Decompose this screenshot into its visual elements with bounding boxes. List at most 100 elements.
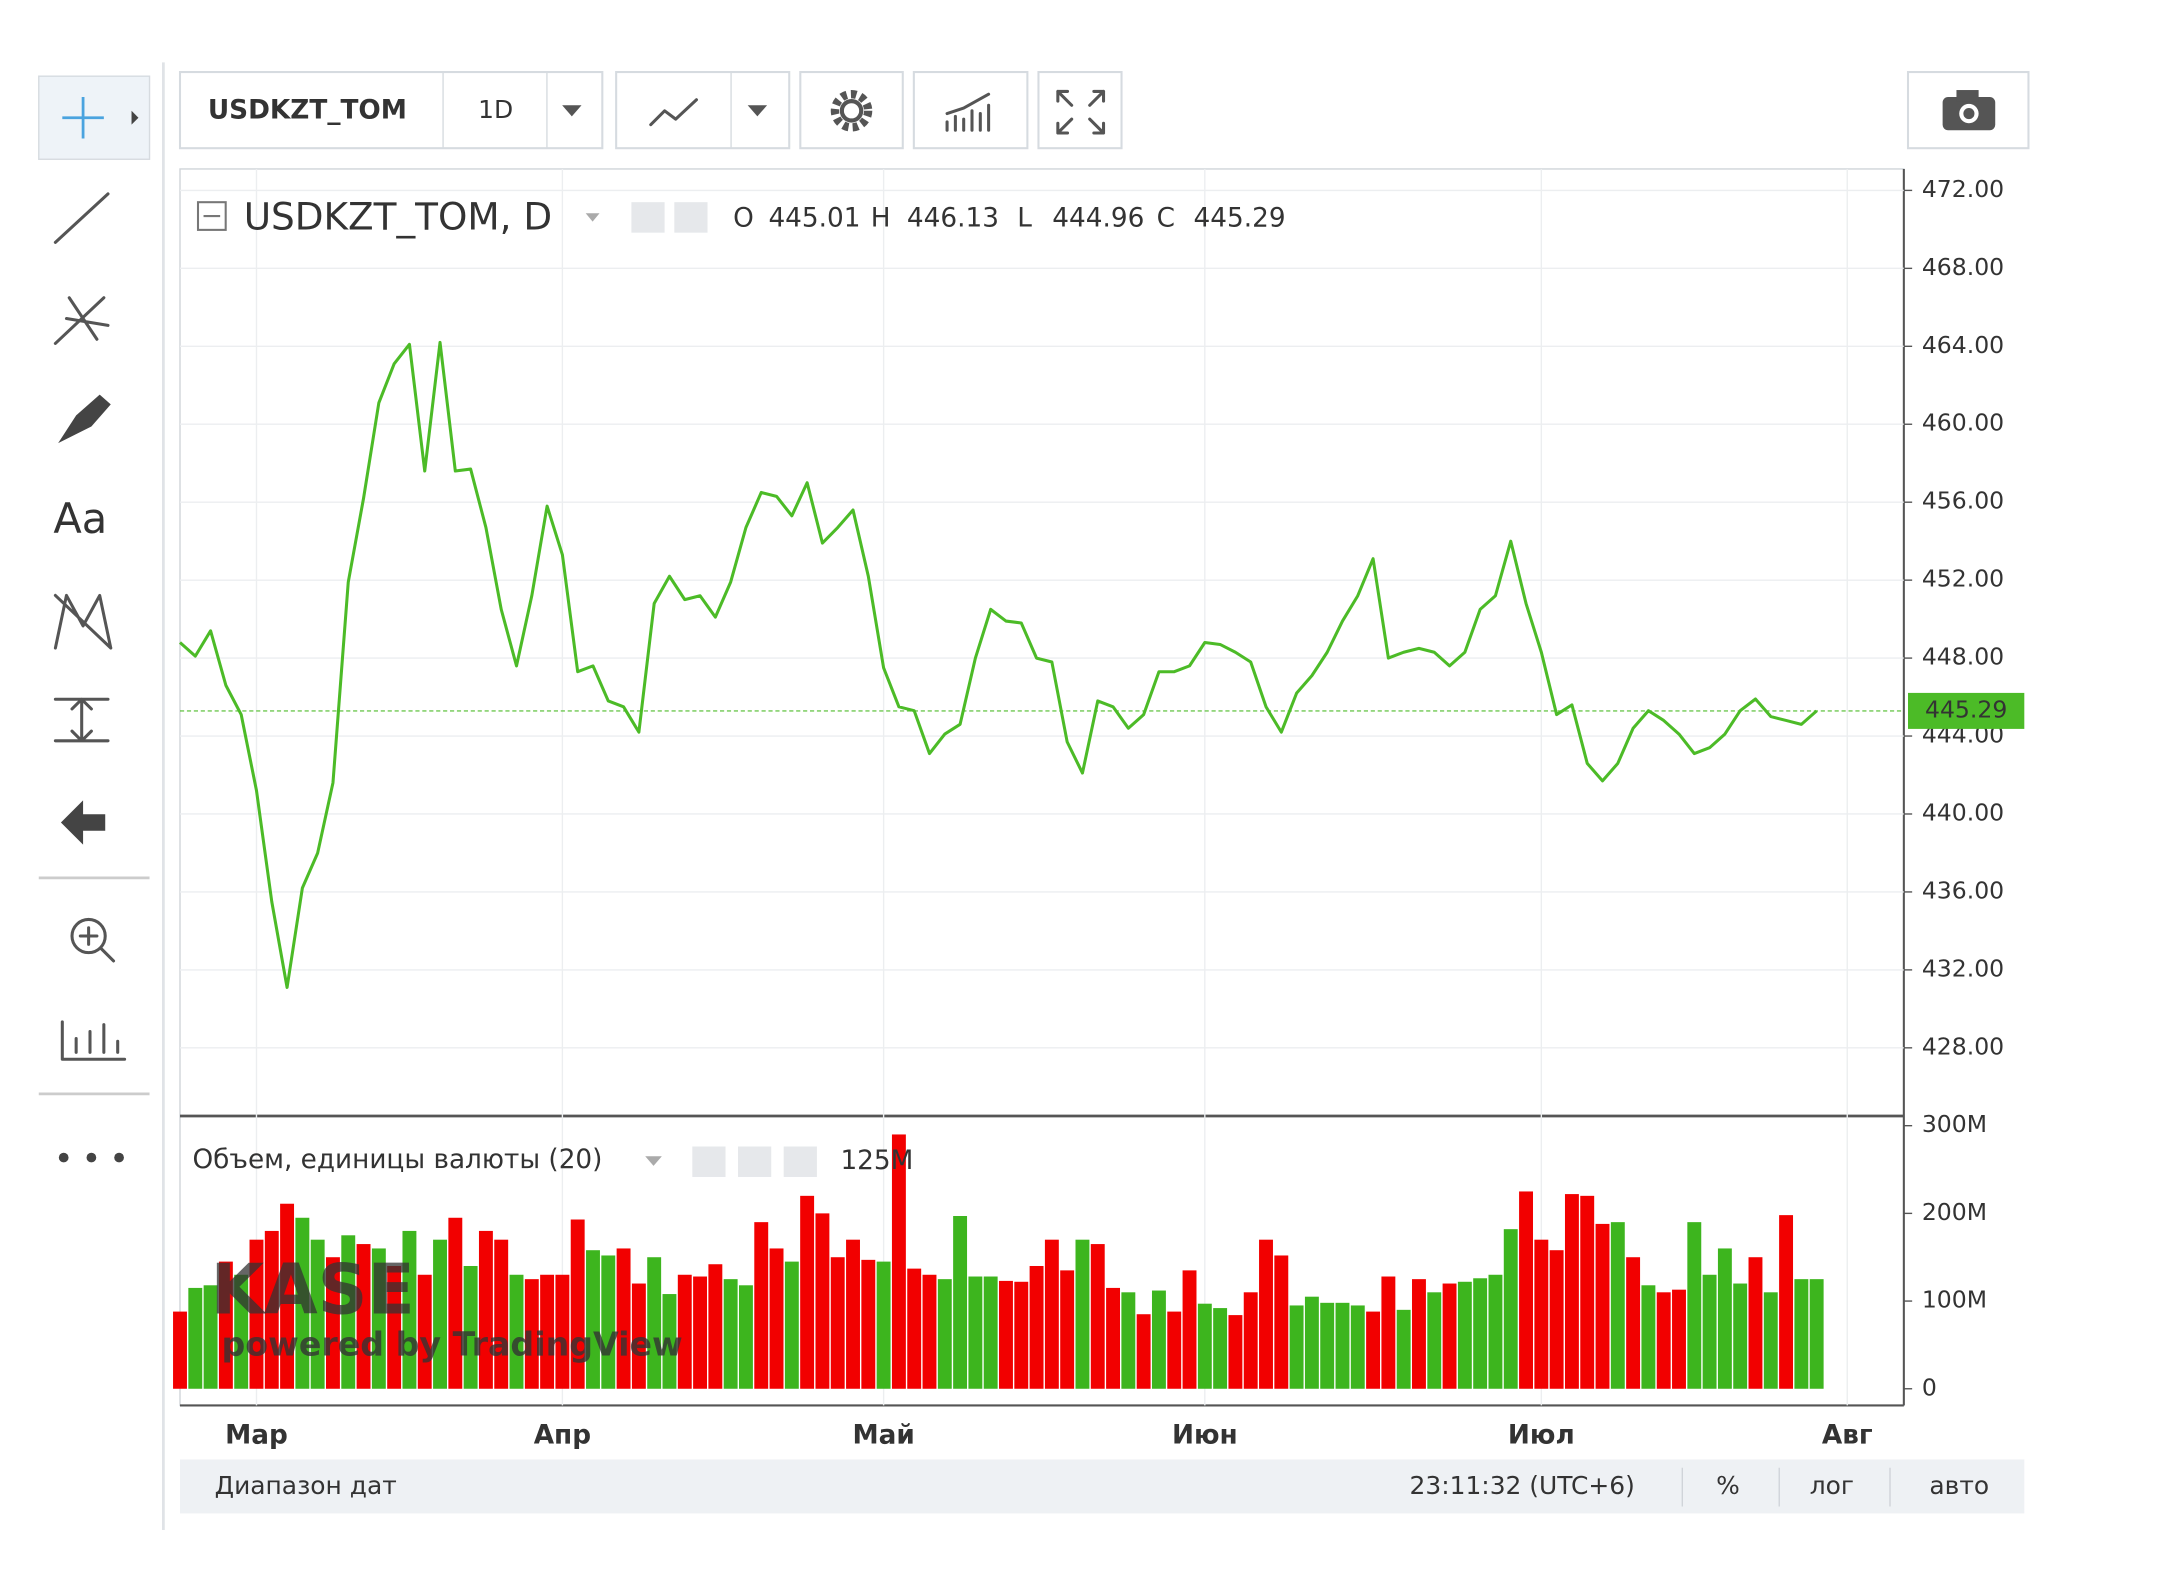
volume-bar — [1763, 1292, 1778, 1389]
volume-bar — [280, 1203, 295, 1389]
y-tick-label: 436.00 — [1922, 876, 2004, 904]
volume-bar — [647, 1257, 662, 1389]
volume-bar — [1350, 1305, 1365, 1389]
volume-bar — [631, 1283, 646, 1389]
symbol-button[interactable]: USDKZT_TOM — [208, 95, 407, 125]
interval-dropdown[interactable] — [562, 105, 582, 117]
settings-button[interactable] — [799, 71, 904, 150]
watermark-logo: KASE — [210, 1251, 414, 1331]
expand-arrow — [131, 110, 139, 125]
pitchfork-tool[interactable] — [53, 296, 110, 345]
settings-icon — [830, 90, 873, 132]
volume-bar — [1809, 1279, 1824, 1389]
ohlc-value: 445.01 — [768, 203, 860, 233]
volume-bar — [555, 1274, 570, 1389]
more-tools[interactable] — [58, 1152, 124, 1163]
pattern-tool[interactable] — [53, 593, 113, 650]
volume-bar — [1427, 1292, 1442, 1389]
volume-bar — [830, 1257, 845, 1389]
volume-bar — [1014, 1281, 1029, 1389]
volume-bar — [1060, 1270, 1075, 1389]
hide-button[interactable] — [692, 1146, 726, 1177]
ohlc-value: 446.13 — [907, 203, 999, 233]
price-line — [178, 340, 1818, 989]
volume-bar — [693, 1276, 708, 1389]
collapse-button[interactable] — [196, 201, 227, 231]
volume-bar — [509, 1274, 524, 1389]
y-tick-label: 200M — [1922, 1198, 1987, 1226]
volume-bar — [1503, 1229, 1518, 1389]
volume-bar — [1442, 1283, 1457, 1389]
volume-bar — [1687, 1222, 1702, 1389]
volume-bar — [708, 1264, 723, 1389]
volume-bar — [1304, 1296, 1319, 1389]
volume-bar — [1090, 1244, 1105, 1389]
volume-bar — [1029, 1265, 1044, 1389]
volume-bar — [448, 1217, 463, 1389]
volume-bar — [463, 1265, 478, 1389]
volume-bar — [1564, 1194, 1579, 1389]
volume-bar — [1366, 1311, 1381, 1389]
settings-mini-button[interactable] — [738, 1146, 772, 1177]
y-tick-label: 428.00 — [1922, 1032, 2004, 1060]
volume-bar — [1549, 1250, 1564, 1389]
volume-bar — [295, 1217, 310, 1389]
interval-button[interactable]: 1D — [478, 95, 513, 124]
indicators-icon — [945, 92, 991, 132]
volume-bar — [1381, 1276, 1396, 1389]
volume-bar — [188, 1287, 203, 1389]
series-dropdown[interactable] — [585, 213, 600, 222]
zoom-tool[interactable] — [70, 917, 116, 963]
chart-style-button[interactable] — [615, 71, 791, 150]
volume-bar — [1259, 1239, 1273, 1389]
volume-bar — [1748, 1257, 1763, 1389]
indicators-button[interactable] — [912, 71, 1029, 150]
y-tick-label: 100M — [1922, 1286, 1987, 1314]
volume-bar — [601, 1255, 616, 1389]
y-tick-label: 456.00 — [1922, 487, 2004, 515]
volume-bar — [616, 1248, 631, 1389]
x-tick-label: Мар — [225, 1420, 288, 1450]
trendline-tool[interactable] — [53, 192, 110, 244]
volume-bar — [203, 1285, 218, 1389]
volume-bar — [800, 1195, 815, 1389]
volume-dropdown[interactable] — [645, 1156, 662, 1166]
fullscreen-button[interactable] — [1037, 71, 1123, 150]
grid — [180, 168, 1904, 1406]
clock: 23:11:32 (UTC+6) — [1410, 1471, 1635, 1500]
volume-bar — [1044, 1239, 1059, 1389]
volume-bar — [371, 1248, 386, 1389]
volume-bar — [1473, 1278, 1488, 1389]
text-tool[interactable]: Aa — [53, 494, 107, 543]
date-range-button[interactable]: Диапазон дат — [215, 1471, 397, 1500]
style-dropdown[interactable] — [747, 105, 768, 117]
series-title: USDKZT_TOM, D — [244, 194, 553, 238]
volume-bar — [1151, 1290, 1166, 1389]
volume-bar — [1580, 1195, 1595, 1389]
remove-button[interactable] — [783, 1146, 817, 1177]
y-tick-label: 300M — [1922, 1110, 1987, 1138]
y-tick-label: 440.00 — [1922, 798, 2004, 826]
volume-bar — [1289, 1305, 1304, 1389]
volume-bar — [922, 1274, 937, 1389]
volume-bar — [478, 1230, 493, 1389]
remove-tool[interactable] — [60, 800, 106, 845]
ruler-tool[interactable] — [60, 1020, 127, 1061]
volume-bar — [1121, 1292, 1136, 1389]
volume-bar — [815, 1213, 830, 1389]
settings-mini-button[interactable] — [674, 202, 708, 233]
footer-bar — [180, 1459, 2025, 1514]
measure-tool[interactable] — [53, 697, 110, 743]
volume-bar — [1733, 1283, 1748, 1389]
y-tick-label: 432.00 — [1922, 954, 2004, 982]
symbol-group — [178, 71, 604, 150]
log-toggle[interactable]: лог — [1810, 1471, 1854, 1500]
percent-toggle[interactable]: % — [1716, 1471, 1740, 1500]
hide-button[interactable] — [631, 202, 665, 233]
brush-tool[interactable] — [58, 394, 111, 444]
x-tick-label: Авг — [1822, 1420, 1873, 1450]
y-tick-label: 460.00 — [1922, 409, 2004, 437]
volume-bar — [264, 1230, 279, 1389]
auto-toggle[interactable]: авто — [1929, 1471, 1989, 1500]
volume-bar — [326, 1257, 340, 1389]
